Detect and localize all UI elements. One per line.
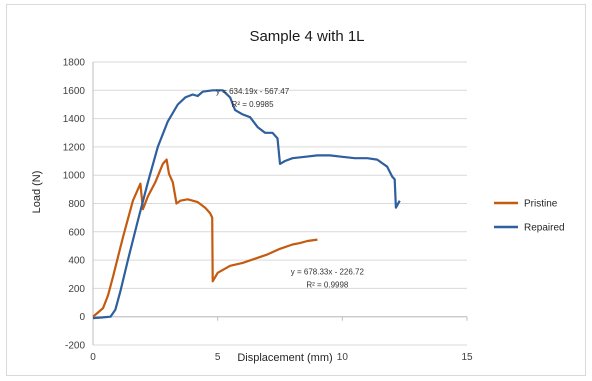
trendline-equation: R² = 0.9985 — [232, 100, 275, 109]
series-line-pristine — [93, 160, 317, 317]
y-tick-label: -200 — [65, 341, 85, 352]
x-tick-label: 15 — [461, 352, 473, 363]
y-tick-label: 200 — [68, 284, 85, 295]
trendline-equation: y = 634.19x - 567.47 — [216, 87, 290, 96]
trendline-annotations: y = 634.19x - 567.47 R² = 0.9985 y = 678.3… — [216, 87, 365, 289]
y-tick-label: 0 — [79, 312, 85, 323]
x-tick-label: 5 — [215, 352, 221, 363]
line-chart: Sample 4 with 1L -200 0 200 400 600 800 1000 12… — [7, 5, 587, 377]
series-lines — [93, 90, 400, 318]
y-tick-label: 400 — [68, 256, 85, 267]
chart-frame: Sample 4 with 1L -200 0 200 400 600 800 1000 12… — [6, 4, 586, 376]
chart-title: Sample 4 with 1L — [249, 28, 364, 45]
legend-label-repaired: Repaired — [524, 223, 565, 234]
legend-label-pristine: Pristine — [524, 199, 558, 210]
trendline-equation: y = 678.33x - 226.72 — [291, 267, 365, 276]
x-tick-label: 10 — [337, 352, 349, 363]
series-line-repaired — [93, 90, 400, 318]
trendline-equation: R² = 0.9998 — [306, 280, 349, 289]
legend: Pristine Repaired — [494, 199, 565, 234]
y-axis-title: Load (N) — [31, 171, 43, 214]
y-tick-label: 800 — [68, 199, 85, 210]
x-tick-label: 0 — [90, 352, 96, 363]
gridlines — [93, 62, 467, 345]
y-tick-label: 1400 — [63, 114, 86, 125]
y-tick-label: 1600 — [63, 86, 86, 97]
y-tick-label: 1000 — [63, 171, 86, 182]
x-axis-title: Displacement (mm) — [237, 352, 332, 364]
y-tick-label: 1800 — [63, 58, 86, 69]
y-tick-label: 1200 — [63, 142, 86, 153]
y-tick-label: 600 — [68, 227, 85, 238]
